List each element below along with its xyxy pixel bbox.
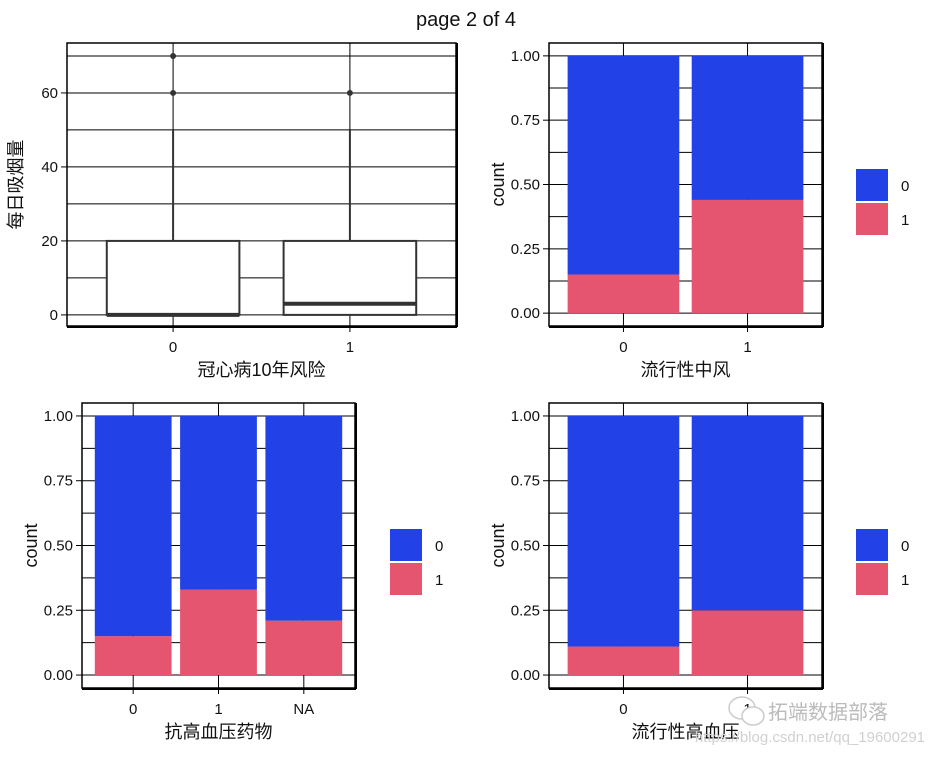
bar-segment-1 [691, 610, 804, 676]
bar-segment-0 [180, 415, 257, 590]
wechat-icon [728, 696, 765, 726]
bar-segment-1 [567, 274, 680, 314]
watermark: 拓端数据部落 https://blog.csdn.net/qq_19600291 [695, 696, 925, 746]
panel-4: 010.000.250.500.751.0001流行性高血压count [488, 402, 909, 742]
y-tick-label: 20 [41, 233, 58, 250]
y-tick-label: 0.50 [511, 177, 540, 194]
y-axis-title: count [488, 162, 508, 206]
watermark-text: 拓端数据部落 [768, 701, 888, 724]
watermark-url: https://blog.csdn.net/qq_19600291 [695, 729, 925, 746]
bar-segment-0 [691, 55, 804, 200]
x-tick-label: 1 [214, 701, 222, 718]
y-tick-label: 0.75 [511, 112, 540, 129]
bar-segment-0 [691, 415, 804, 611]
panel-3: 0 1 0.00 0.25 0.50 0.75 1.00 0 1 NA 抗高血压药物 count [21, 402, 443, 742]
y-tick-label: 1.00 [44, 408, 73, 425]
bar-segment-1 [691, 199, 804, 314]
bar-segment-1 [94, 636, 172, 676]
legend-key-0 [856, 529, 888, 561]
y-tick-label: 0.75 [511, 473, 540, 490]
x-tick-label: NA [293, 701, 314, 718]
x-tick-label: 0 [619, 701, 627, 718]
y-tick-label: 0.00 [511, 667, 540, 684]
bar-segment-0 [94, 415, 172, 637]
x-tick-label: 0 [169, 339, 177, 356]
bar-segment-0 [265, 415, 343, 621]
legend-label: 1 [435, 572, 443, 589]
legend-key-0 [390, 529, 422, 561]
bar-segment-0 [567, 55, 680, 275]
outlier-point [170, 89, 177, 96]
y-tick-label: 60 [41, 85, 58, 102]
y-tick-label: 0.00 [44, 667, 73, 684]
x-axis-title: 流行性中风 [641, 360, 731, 380]
bar-segment-1 [265, 620, 343, 676]
panels: 0 20 40 60 0 1 冠心病10年风险 每日吸烟量 0 1 0.00 0.25 0.50 0.75… [6, 42, 909, 742]
y-tick-label: 40 [41, 159, 58, 176]
y-tick-label: 0.50 [44, 538, 73, 555]
y-tick-label: 0.25 [44, 602, 73, 619]
box [105, 239, 241, 316]
x-tick-label: 0 [619, 339, 627, 356]
legend-key-1 [856, 563, 888, 595]
y-axis-title: 每日吸烟量 [6, 140, 26, 230]
legend-key-1 [856, 203, 888, 235]
legend-label: 0 [901, 538, 909, 555]
y-tick-label: 1.00 [511, 48, 540, 65]
legend-label: 0 [901, 178, 909, 195]
y-axis-title: count [21, 523, 41, 567]
y-tick-label: 0.25 [511, 241, 540, 258]
y-tick-label: 1.00 [511, 408, 540, 425]
legend-label: 1 [901, 572, 909, 589]
x-axis-title: 抗高血压药物 [165, 722, 273, 742]
outlier-point [346, 89, 353, 96]
y-tick-label: 0.50 [511, 538, 540, 555]
x-axis-title: 冠心病10年风险 [197, 360, 325, 380]
bar-segment-0 [567, 415, 680, 647]
legend-label: 0 [435, 538, 443, 555]
page-title: page 2 of 4 [416, 9, 516, 31]
y-tick-label: 0.00 [511, 305, 540, 322]
legend-key-1 [390, 563, 422, 595]
y-tick-label: 0.75 [44, 473, 73, 490]
legend-label: 1 [901, 212, 909, 229]
panel-2: 0 1 0.00 0.25 0.50 0.75 1.00 0 1 流行性中风 count [488, 42, 909, 380]
bar-segment-1 [180, 589, 257, 676]
bar-segment-1 [567, 646, 680, 676]
y-tick-label: 0.25 [511, 602, 540, 619]
x-tick-label: 1 [346, 339, 354, 356]
x-tick-label: 0 [129, 701, 137, 718]
outlier-point [170, 52, 177, 59]
x-axis-title: 流行性高血压 [632, 722, 740, 742]
y-tick-label: 0 [50, 307, 58, 324]
legend-key-0 [856, 169, 888, 201]
y-axis-title: count [488, 523, 508, 567]
panel-1: 0 20 40 60 0 1 冠心病10年风险 每日吸烟量 [6, 42, 458, 380]
x-tick-label: 1 [743, 339, 751, 356]
